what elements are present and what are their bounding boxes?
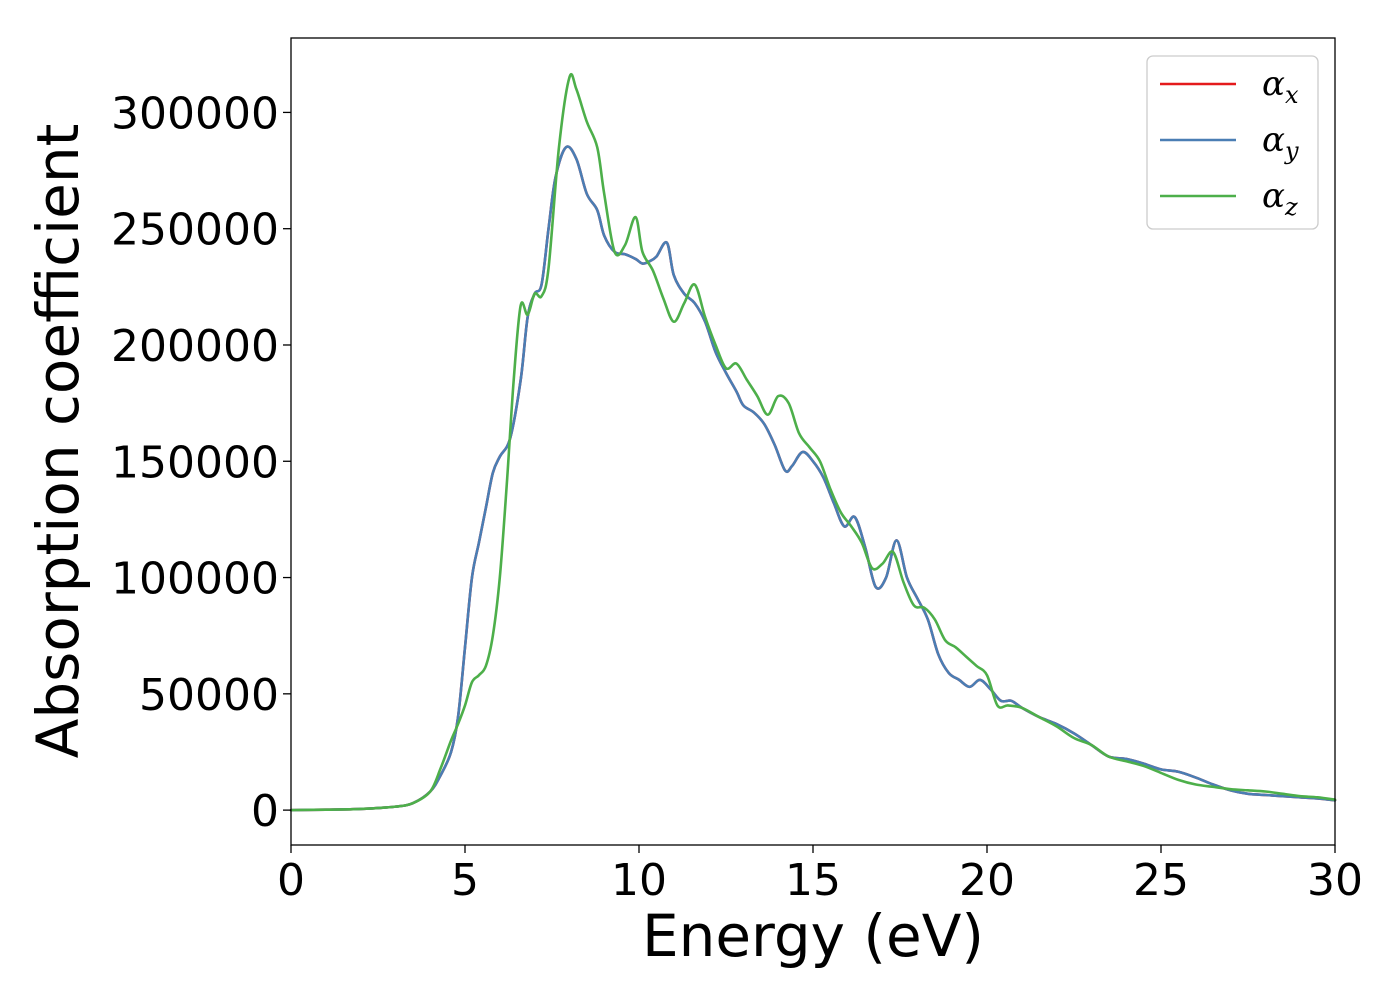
x-tick-label: 15 [785, 855, 841, 906]
x-tick-label: 25 [1133, 855, 1189, 906]
y-tick-label: 300000 [111, 88, 279, 139]
x-tick-label: 20 [959, 855, 1015, 906]
series-line-y [289, 145, 1337, 812]
x-axis-ticks: 0 5 10 15 20 25 30 [277, 845, 1363, 906]
x-tick-label: 10 [611, 855, 667, 906]
x-tick-label: 5 [451, 855, 479, 906]
y-tick-label: 100000 [111, 554, 279, 605]
y-tick-label: 200000 [111, 321, 279, 372]
x-axis-title: Energy (eV) [642, 902, 984, 970]
y-tick-label: 50000 [139, 670, 279, 721]
y-tick-label: 150000 [111, 437, 279, 488]
y-tick-label: 250000 [111, 205, 279, 256]
y-tick-label: 0 [251, 786, 279, 837]
series-line-z [289, 72, 1337, 812]
x-tick-label: 30 [1307, 855, 1363, 906]
x-tick-label: 0 [277, 855, 305, 906]
y-axis-ticks: 0 50000 100000 150000 200000 250000 300000 [111, 88, 291, 837]
series-layer [289, 72, 1337, 812]
legend-box [1146, 55, 1319, 230]
y-axis-title: Absorption coefficient [24, 124, 92, 759]
